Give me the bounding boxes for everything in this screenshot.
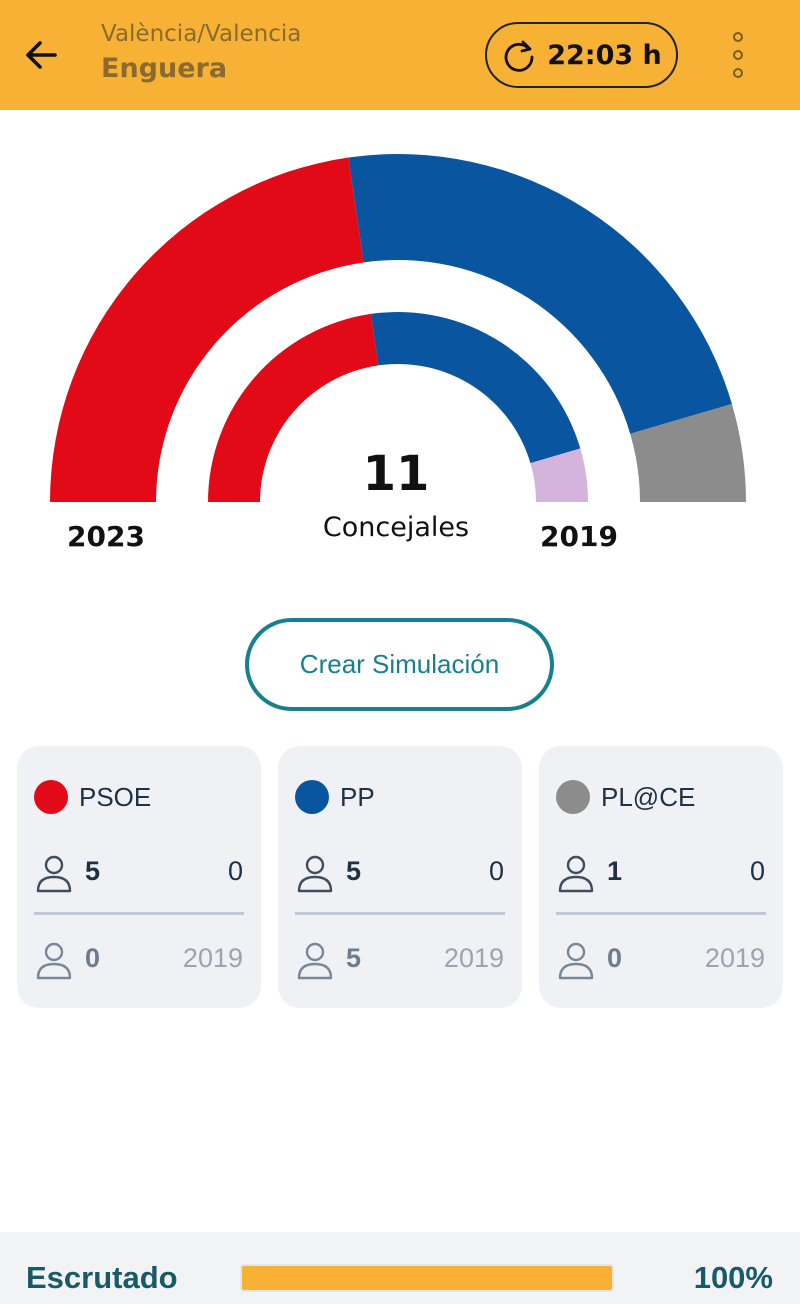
user-icon (36, 942, 72, 980)
user-icon (297, 855, 333, 893)
party-color-dot (34, 780, 68, 814)
user-icon (36, 855, 72, 893)
refresh-button[interactable]: 22:03 h (485, 22, 678, 88)
scrutiny-progress (240, 1264, 614, 1292)
seats-value: 1 (607, 856, 623, 886)
seats-2019-value: 0 (85, 943, 101, 973)
year-label-2019: 2019 (540, 520, 618, 553)
scrutiny-bar: Escrutado 100% (0, 1232, 800, 1304)
total-seats-label: Concejales (322, 512, 470, 543)
user-icon (558, 942, 594, 980)
seat-arc-2019-pp (370, 312, 581, 464)
divider (34, 912, 244, 915)
year-2019: 2019 (443, 943, 504, 973)
seat-arc-2019-other (530, 448, 588, 502)
update-time: 22:03 h (547, 39, 662, 71)
seats-change: 0 (488, 856, 504, 886)
total-seats: 11 (362, 446, 430, 502)
year-label-2023: 2023 (67, 520, 145, 553)
party-name: PL@CE (601, 781, 696, 812)
party-card-psoe[interactable]: PSOE 5 0 0 2019 (17, 746, 261, 1008)
create-simulation-button[interactable]: Crear Simulación (245, 618, 554, 711)
seats-value: 5 (85, 856, 101, 886)
scrutiny-label: Escrutado (26, 1260, 178, 1295)
back-button[interactable] (20, 34, 62, 76)
seat-arc-2023-psoe (50, 157, 364, 502)
seats-change: 0 (227, 856, 243, 886)
seat-arc-2023-plce (630, 403, 746, 502)
seats-hemicycle (50, 154, 746, 502)
seat-arc-2023-pp (348, 154, 732, 434)
year-2019: 2019 (704, 943, 765, 973)
more-vertical-icon[interactable] (722, 28, 754, 82)
seats-chart (0, 110, 800, 570)
refresh-icon (504, 40, 534, 72)
top-bar: València/Valencia Enguera 22:03 h (0, 0, 800, 110)
location: València/Valencia Enguera (101, 18, 301, 88)
seats-change: 0 (749, 856, 765, 886)
party-color-dot (295, 780, 329, 814)
party-name: PSOE (79, 781, 152, 812)
year-2019: 2019 (182, 943, 243, 973)
seats-value: 5 (346, 856, 362, 886)
party-card-place[interactable]: PL@CE 1 0 0 2019 (539, 746, 783, 1008)
divider (556, 912, 766, 915)
region-name: València/Valencia (101, 21, 302, 47)
seats-2019-value: 5 (346, 943, 362, 973)
scrutiny-percent: 100% (693, 1260, 773, 1295)
divider (295, 912, 505, 915)
user-icon (297, 942, 333, 980)
seat-arc-2019-psoe (208, 313, 379, 502)
party-color-dot (556, 780, 590, 814)
party-card-pp[interactable]: PP 5 0 5 2019 (278, 746, 522, 1008)
user-icon (558, 855, 594, 893)
party-name: PP (340, 781, 375, 812)
scrutiny-progress-fill (242, 1266, 612, 1290)
town-name: Enguera (101, 53, 228, 84)
seats-2019-value: 0 (607, 943, 623, 973)
arrow-left-icon (26, 41, 57, 69)
